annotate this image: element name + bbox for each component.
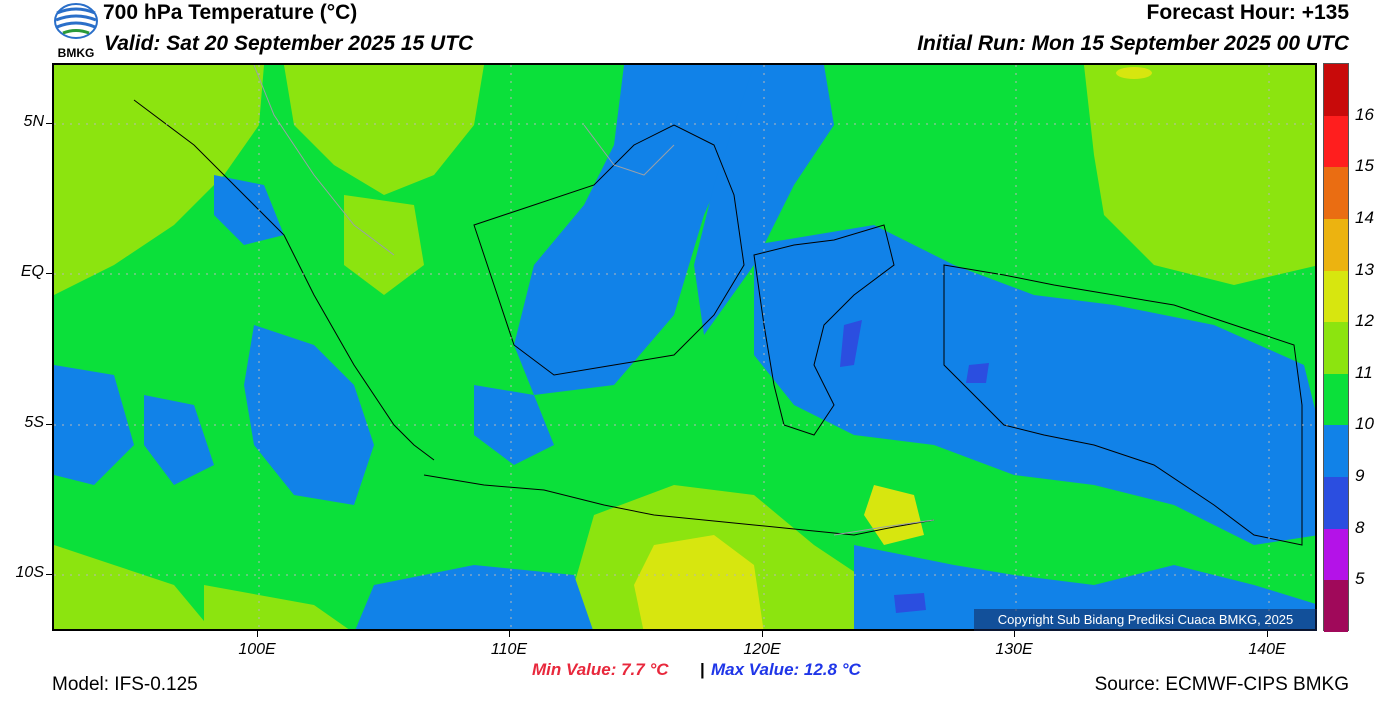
lat-tick-mark: [46, 424, 52, 425]
lat-tick-mark: [46, 574, 52, 575]
lat-tick-label: 10S: [15, 564, 44, 581]
valid-time: Valid: Sat 20 September 2025 15 UTC: [104, 32, 474, 55]
legend-label: 14: [1355, 207, 1374, 227]
legend-swatch: [1324, 580, 1348, 633]
legend-label: 15: [1355, 156, 1374, 176]
legend-swatch: [1324, 425, 1348, 478]
logo-text: BMKG: [57, 46, 95, 60]
legend-label: 9: [1355, 466, 1365, 486]
lon-tick-mark: [509, 631, 510, 637]
lon-tick-mark: [257, 631, 258, 637]
lon-tick-label: 130E: [995, 641, 1033, 658]
lon-tick-label: 120E: [743, 641, 781, 658]
legend-swatch: [1324, 528, 1348, 581]
legend-label: 8: [1355, 517, 1365, 537]
max-value: Max Value: 12.8 °C: [711, 660, 861, 679]
stats-separator: |: [700, 660, 705, 679]
lon-tick-label: 100E: [238, 641, 276, 658]
initial-run: Initial Run: Mon 15 September 2025 00 UT…: [917, 32, 1349, 55]
legend-swatch: [1324, 373, 1348, 426]
legend-label: 12: [1355, 311, 1374, 331]
legend-swatch: [1324, 477, 1348, 530]
lat-tick-label: 5S: [24, 414, 44, 431]
legend-label: 11: [1355, 362, 1373, 382]
forecast-hour: Forecast Hour: +135: [1146, 1, 1350, 24]
temperature-map: [52, 63, 1317, 631]
model-label: Model: IFS-0.125: [52, 674, 198, 695]
lat-tick-mark: [46, 123, 52, 124]
legend-swatch: [1324, 322, 1348, 375]
map-field: [54, 65, 1315, 629]
lon-tick-mark: [762, 631, 763, 637]
legend-swatch: [1324, 218, 1348, 272]
color-legend: [1323, 63, 1349, 633]
legend-swatch: [1324, 270, 1348, 323]
page-title: 700 hPa Temperature (°C): [103, 1, 358, 24]
legend-swatch: [1324, 115, 1348, 168]
legend-label: 5: [1355, 569, 1365, 589]
lon-tick-label: 110E: [490, 641, 528, 658]
lon-tick-mark: [1267, 631, 1268, 637]
legend-swatch: [1324, 64, 1348, 117]
lon-tick-label: 140E: [1248, 641, 1286, 658]
legend-label: 13: [1355, 259, 1374, 279]
lat-tick-mark: [46, 273, 52, 274]
lat-tick-label: 5N: [23, 113, 44, 130]
legend-label: 16: [1355, 104, 1374, 124]
legend-label: 10: [1355, 414, 1374, 434]
min-value: Min Value: 7.7 °C: [532, 660, 669, 679]
lat-tick-label: EQ: [20, 263, 44, 280]
lon-tick-mark: [1014, 631, 1015, 637]
source-label: Source: ECMWF-CIPS BMKG: [1094, 674, 1349, 695]
legend-swatch: [1324, 167, 1348, 220]
copyright-notice: Copyright Sub Bidang Prediksi Cuaca BMKG…: [974, 609, 1317, 631]
bmkg-logo-icon: [51, 1, 101, 61]
